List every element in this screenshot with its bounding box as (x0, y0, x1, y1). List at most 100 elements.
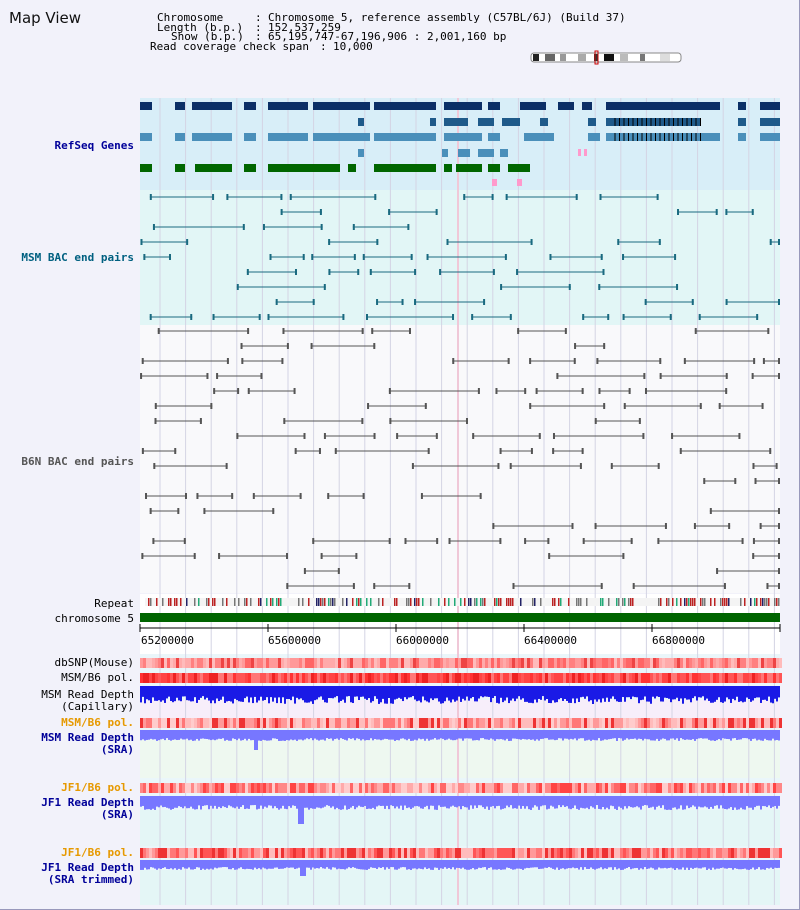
repeat-mark (418, 598, 420, 606)
heat-cell (320, 658, 323, 668)
heat-cell (152, 783, 155, 793)
depth-bar (318, 686, 320, 698)
chromosome-bar (140, 613, 780, 622)
bac-pair-end (213, 388, 216, 394)
heat-cell (494, 783, 497, 793)
depth-bar (460, 730, 462, 739)
depth-bar (188, 730, 190, 741)
depth-bar (708, 686, 710, 701)
repeat-mark (728, 598, 730, 606)
depth-bar (324, 796, 326, 807)
heat-cell (194, 673, 197, 683)
heat-cell (482, 718, 485, 728)
depth-bar (356, 686, 358, 697)
depth-bar (734, 796, 736, 808)
heat-cell (308, 718, 311, 728)
heat-cell (461, 673, 464, 683)
heat-cell (434, 658, 437, 668)
depth-bar (618, 730, 620, 739)
heat-cell (659, 848, 662, 858)
depth-bar (532, 686, 534, 704)
depth-bar (634, 860, 636, 869)
heat-cell (344, 673, 347, 683)
depth-bar (166, 686, 168, 699)
heat-cell (476, 848, 479, 858)
depth-bar (386, 860, 388, 868)
depth-bar (576, 730, 578, 741)
depth-bar (548, 796, 550, 809)
bac-pair-end (353, 254, 356, 260)
depth-bar (342, 730, 344, 740)
track-label-msm-bac[interactable]: MSM BAC end pairs (21, 251, 134, 264)
bac-pair-end (361, 418, 364, 424)
heat-cell (281, 673, 284, 683)
heat-cell (371, 673, 374, 683)
depth-bar (626, 860, 628, 868)
gene-exon (478, 149, 494, 157)
track-label-b6n-bac[interactable]: B6N BAC end pairs (21, 455, 134, 468)
repeat-mark (766, 598, 768, 606)
depth-bar (220, 730, 222, 739)
depth-bar (376, 796, 378, 807)
heat-cell (650, 783, 653, 793)
heat-cell (290, 673, 293, 683)
depth-bar (660, 860, 662, 869)
heat-cell (557, 658, 560, 668)
bac-pair-end (509, 463, 512, 469)
bac-pair-end (311, 254, 314, 260)
depth-bar (348, 686, 350, 697)
depth-bar (616, 796, 618, 810)
heat-cell (167, 718, 170, 728)
depth-bar (598, 860, 600, 869)
depth-bar (384, 730, 386, 739)
heat-cell (347, 718, 350, 728)
depth-bar (718, 730, 720, 740)
depth-bar (210, 796, 212, 806)
depth-bar (716, 686, 718, 700)
bac-pair-end (600, 254, 603, 260)
depth-bar (514, 686, 516, 702)
heat-cell (647, 718, 650, 728)
bac-pair-end (218, 553, 221, 559)
heat-cell (419, 783, 422, 793)
heat-cell (278, 673, 281, 683)
depth-bar (292, 730, 294, 741)
length-label: Length (b.p.) (157, 21, 244, 34)
depth-bar (534, 796, 536, 806)
depth-bar (250, 796, 252, 806)
bac-pair-end (694, 328, 697, 334)
depth-bar (490, 860, 492, 868)
heat-cell (368, 673, 371, 683)
heat-cell (773, 783, 776, 793)
ideogram-band (560, 54, 566, 61)
depth-bar (388, 686, 390, 698)
depth-bar (568, 860, 570, 869)
heat-cell (755, 783, 758, 793)
depth-bar (576, 796, 578, 809)
depth-bar (428, 796, 430, 810)
depth-bar (406, 860, 408, 870)
heat-cell (149, 718, 152, 728)
heat-cell (257, 673, 260, 683)
depth-bar (288, 860, 290, 868)
heat-cell (740, 783, 743, 793)
depth-bar (336, 796, 338, 808)
gene-exon (508, 164, 530, 172)
heat-cell (161, 718, 164, 728)
heat-cell (569, 848, 572, 858)
bac-pair-end (196, 493, 199, 499)
heat-cell (473, 673, 476, 683)
heat-cell (365, 718, 368, 728)
track-label-refseq-genes[interactable]: RefSeq Genes (54, 139, 134, 152)
depth-bar (432, 686, 434, 701)
depth-bar (644, 686, 646, 697)
depth-bar (404, 860, 406, 868)
heat-cell (644, 848, 647, 858)
depth-bar (754, 730, 756, 739)
bac-pair-end (342, 314, 345, 320)
heat-cell (674, 658, 677, 668)
depth-bar (220, 860, 222, 868)
heat-cell (677, 783, 680, 793)
gene-exon (175, 164, 185, 172)
